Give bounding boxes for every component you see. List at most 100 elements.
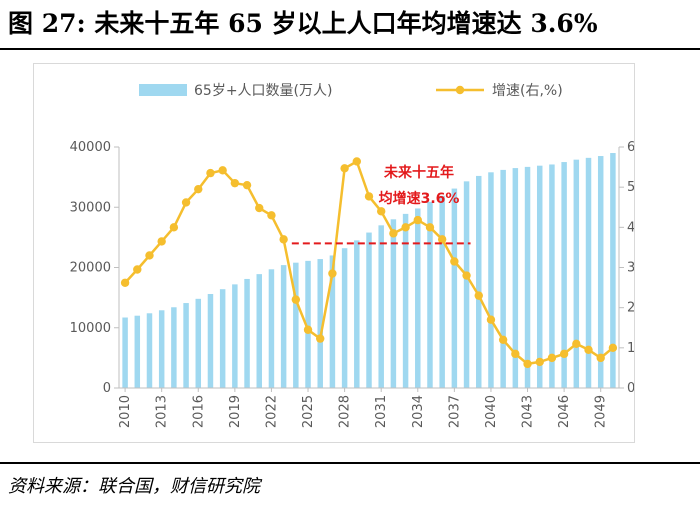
y-right-tick-label: 3.0	[627, 261, 634, 276]
growth-rate-point	[364, 192, 374, 201]
growth-rate-point	[206, 168, 215, 178]
growth-rate-point	[157, 237, 166, 246]
population-bar	[500, 169, 506, 388]
population-bar	[158, 310, 165, 388]
growth-rate-point	[340, 164, 349, 173]
growth-rate-point	[230, 178, 240, 188]
population-bar	[390, 219, 397, 388]
legend-line-marker	[455, 85, 465, 95]
figure-title: 图 27: 未来十五年 65 岁以上人口年均增速达 3.6%	[8, 9, 598, 38]
population-bar	[415, 208, 421, 388]
growth-rate-point	[145, 251, 154, 260]
y-right-tick-label: 6.0	[627, 140, 634, 155]
chart-container: 0 10000 20000 30000 40000 0.0 1.0 2.0 3.0 4.0 5.0 6…	[33, 63, 635, 443]
population-bar	[134, 315, 141, 388]
growth-rate-point	[474, 291, 483, 300]
legend-bar-label: 65岁+人口数量(万人)	[194, 83, 332, 99]
growth-rate-point	[608, 343, 618, 353]
annotation-line-1: 未来十五年	[384, 164, 454, 181]
population-bar	[476, 175, 482, 388]
growth-rate-point	[462, 271, 471, 280]
population-bar	[561, 162, 567, 388]
growth-rate-point	[218, 166, 227, 175]
legend-line-label: 增速(右,%)	[492, 83, 563, 99]
growth-rate-point	[413, 215, 422, 225]
population-bar	[232, 284, 238, 388]
growth-rate-point	[596, 353, 605, 363]
population-bar	[402, 213, 409, 388]
x-tick-label: 2016	[191, 395, 206, 428]
growth-rate-point	[279, 235, 288, 244]
population-bar	[293, 262, 299, 388]
x-tick-label: 2034	[411, 395, 426, 428]
population-bar	[146, 313, 153, 388]
growth-rate-point	[401, 223, 410, 232]
annotation-line-2: 均增速3.6%	[379, 190, 460, 207]
growth-rate-point	[376, 207, 386, 216]
growth-rate-point	[498, 335, 508, 344]
x-tick-label: 2010	[118, 395, 133, 428]
population-bar	[122, 317, 128, 388]
population-bar	[451, 188, 458, 388]
x-tick-label: 2043	[521, 395, 536, 428]
population-bar	[317, 259, 323, 388]
population-bar	[427, 201, 433, 388]
growth-rate-point	[584, 345, 593, 355]
growth-rate-point	[194, 184, 203, 194]
population-bar	[463, 181, 470, 388]
population-bar	[354, 240, 360, 388]
growth-rate-point	[389, 229, 398, 238]
growth-rate-point	[181, 198, 191, 207]
population-bar	[573, 159, 580, 388]
growth-rate-point	[523, 359, 532, 369]
growth-rate-point	[547, 353, 557, 363]
x-tick-label: 2049	[594, 395, 609, 428]
source-note: 资料来源：联合国，财信研究院	[8, 476, 260, 497]
population-bar	[207, 294, 214, 388]
population-bar	[597, 156, 604, 388]
x-tick-label: 2013	[155, 395, 170, 428]
growth-rate-point	[169, 223, 179, 232]
growth-rate-point	[511, 349, 520, 359]
population-bar	[549, 164, 555, 388]
population-bar	[378, 225, 384, 388]
growth-rate-point	[437, 235, 447, 244]
y-right-tick-label: 5.0	[627, 180, 634, 195]
y-left-tick-label: 20000	[70, 261, 111, 276]
x-tick-label: 2040	[484, 395, 499, 428]
population-bar	[171, 307, 177, 388]
growth-rate-point	[316, 334, 325, 343]
population-bar	[268, 269, 275, 388]
growth-rate-point	[303, 325, 313, 334]
growth-rate-point	[133, 265, 142, 274]
growth-rate-point	[267, 211, 276, 220]
x-tick-label: 2037	[447, 395, 462, 428]
x-tick-label: 2031	[374, 395, 389, 428]
growth-rate-point	[291, 295, 301, 304]
growth-rate-point	[255, 203, 264, 213]
population-bar	[439, 195, 445, 388]
y-right-tick-label: 2.0	[627, 301, 634, 316]
population-bar	[195, 298, 202, 388]
y-left-tick-label: 0	[103, 381, 111, 396]
title-rule	[0, 48, 700, 50]
growth-rate-point	[425, 223, 435, 232]
y-left-tick-label: 30000	[70, 200, 111, 215]
y-right-tick-label: 0.0	[627, 381, 634, 396]
growth-rate-point	[486, 315, 496, 324]
x-tick-label: 2025	[301, 395, 316, 428]
growth-rate-point	[242, 180, 252, 190]
population-bar	[183, 303, 189, 388]
y-right-tick-label: 4.0	[627, 220, 634, 235]
x-tick-label: 2022	[264, 395, 279, 428]
population-bar	[512, 168, 519, 388]
y-right-tick-label: 1.0	[627, 341, 634, 356]
growth-rate-point	[572, 339, 581, 349]
legend-bar-swatch	[139, 84, 187, 96]
population-bar	[610, 153, 616, 388]
growth-rate-point	[328, 269, 337, 278]
population-bar	[219, 289, 226, 388]
x-tick-label: 2046	[557, 395, 572, 428]
population-bar	[256, 274, 262, 388]
population-bar	[536, 165, 543, 388]
